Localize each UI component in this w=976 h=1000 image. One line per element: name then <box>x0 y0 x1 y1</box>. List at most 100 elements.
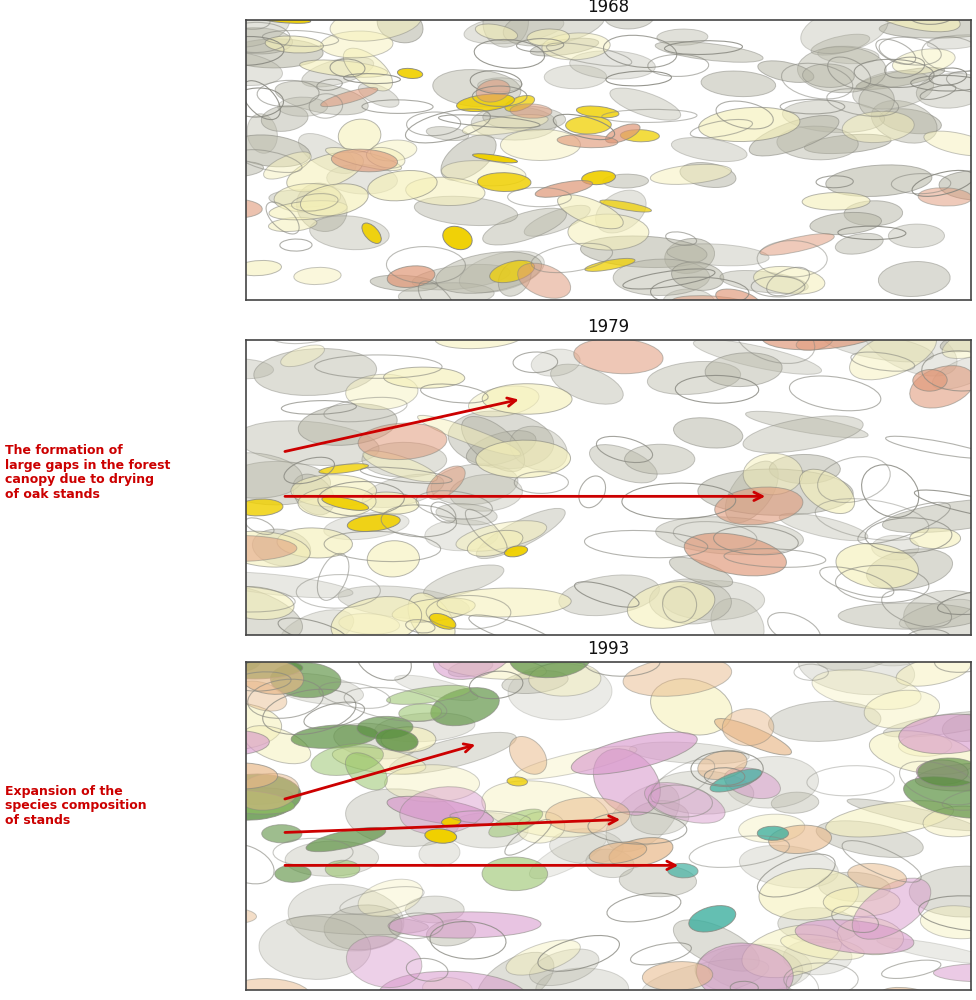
Ellipse shape <box>217 162 264 177</box>
Ellipse shape <box>644 783 725 823</box>
Ellipse shape <box>757 826 789 840</box>
Ellipse shape <box>649 579 731 624</box>
Ellipse shape <box>701 71 776 97</box>
Ellipse shape <box>419 840 460 866</box>
Ellipse shape <box>291 475 377 507</box>
Ellipse shape <box>799 469 855 514</box>
Ellipse shape <box>641 959 769 1000</box>
Ellipse shape <box>916 73 976 108</box>
Ellipse shape <box>530 38 598 56</box>
Ellipse shape <box>377 7 423 43</box>
Ellipse shape <box>549 829 624 864</box>
Ellipse shape <box>482 857 548 891</box>
Ellipse shape <box>339 119 381 152</box>
Ellipse shape <box>483 0 528 47</box>
Ellipse shape <box>268 190 336 207</box>
Ellipse shape <box>625 444 695 474</box>
Ellipse shape <box>545 65 607 89</box>
Ellipse shape <box>663 289 715 317</box>
Ellipse shape <box>446 813 528 848</box>
Ellipse shape <box>425 829 457 843</box>
Ellipse shape <box>619 865 697 897</box>
Ellipse shape <box>915 763 976 791</box>
Ellipse shape <box>363 451 437 482</box>
Ellipse shape <box>568 214 649 250</box>
Ellipse shape <box>405 896 465 923</box>
Ellipse shape <box>920 906 976 939</box>
Ellipse shape <box>859 84 894 117</box>
Ellipse shape <box>515 746 637 779</box>
Ellipse shape <box>769 825 832 854</box>
Ellipse shape <box>299 134 356 174</box>
Ellipse shape <box>435 252 542 293</box>
Ellipse shape <box>436 504 497 525</box>
Ellipse shape <box>768 701 881 741</box>
Ellipse shape <box>324 512 409 540</box>
Ellipse shape <box>720 270 808 293</box>
Ellipse shape <box>362 474 444 508</box>
Ellipse shape <box>542 33 610 60</box>
Ellipse shape <box>275 865 311 882</box>
Ellipse shape <box>398 283 494 307</box>
Ellipse shape <box>882 499 976 533</box>
Ellipse shape <box>642 962 712 991</box>
Ellipse shape <box>746 411 869 438</box>
Ellipse shape <box>535 181 592 197</box>
Ellipse shape <box>468 386 539 417</box>
Ellipse shape <box>777 126 858 160</box>
Ellipse shape <box>339 614 399 634</box>
Ellipse shape <box>872 535 918 560</box>
Ellipse shape <box>650 164 731 184</box>
Ellipse shape <box>277 528 352 558</box>
Ellipse shape <box>818 46 879 64</box>
Ellipse shape <box>881 987 931 1000</box>
Ellipse shape <box>358 83 399 107</box>
Ellipse shape <box>865 0 960 32</box>
Ellipse shape <box>517 263 571 298</box>
Ellipse shape <box>876 938 976 964</box>
Ellipse shape <box>913 370 947 391</box>
Ellipse shape <box>477 78 522 92</box>
Ellipse shape <box>852 878 931 939</box>
Ellipse shape <box>362 492 419 514</box>
Ellipse shape <box>557 135 618 148</box>
Ellipse shape <box>724 768 781 799</box>
Ellipse shape <box>285 841 379 876</box>
Ellipse shape <box>524 205 590 236</box>
Ellipse shape <box>824 887 900 916</box>
Ellipse shape <box>609 838 673 867</box>
Ellipse shape <box>595 190 646 233</box>
Ellipse shape <box>783 939 852 975</box>
Ellipse shape <box>225 788 293 804</box>
Ellipse shape <box>227 39 323 68</box>
Ellipse shape <box>281 345 324 367</box>
Ellipse shape <box>918 188 972 206</box>
Ellipse shape <box>879 109 942 134</box>
Ellipse shape <box>287 914 428 935</box>
Ellipse shape <box>695 945 803 995</box>
Ellipse shape <box>665 238 714 273</box>
Ellipse shape <box>468 530 523 556</box>
Ellipse shape <box>585 258 635 271</box>
Ellipse shape <box>883 711 976 737</box>
Ellipse shape <box>779 513 868 541</box>
Ellipse shape <box>529 662 601 696</box>
Ellipse shape <box>904 777 976 818</box>
Ellipse shape <box>507 777 527 786</box>
Ellipse shape <box>722 709 774 746</box>
Ellipse shape <box>942 714 976 742</box>
Ellipse shape <box>798 642 915 695</box>
Ellipse shape <box>501 129 581 161</box>
Ellipse shape <box>711 769 762 792</box>
Ellipse shape <box>370 275 438 291</box>
Ellipse shape <box>200 453 303 498</box>
Ellipse shape <box>477 173 531 191</box>
Ellipse shape <box>424 565 504 598</box>
Ellipse shape <box>358 879 423 917</box>
Ellipse shape <box>536 968 629 1000</box>
Ellipse shape <box>387 796 494 826</box>
Ellipse shape <box>856 68 945 89</box>
Ellipse shape <box>899 714 976 754</box>
Ellipse shape <box>603 174 648 188</box>
Ellipse shape <box>247 114 277 153</box>
